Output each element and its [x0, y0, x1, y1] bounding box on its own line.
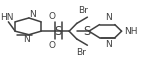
Text: N: N	[105, 13, 112, 22]
Text: O: O	[49, 12, 56, 21]
Text: N: N	[29, 10, 36, 19]
Text: HN: HN	[0, 13, 14, 22]
Text: O: O	[49, 41, 56, 50]
Text: N: N	[105, 40, 112, 49]
Text: Br: Br	[76, 48, 86, 57]
Text: NH: NH	[124, 27, 137, 36]
Text: Br: Br	[78, 6, 88, 15]
Text: S: S	[55, 25, 62, 38]
Text: N: N	[23, 34, 30, 44]
Text: S: S	[83, 25, 91, 38]
